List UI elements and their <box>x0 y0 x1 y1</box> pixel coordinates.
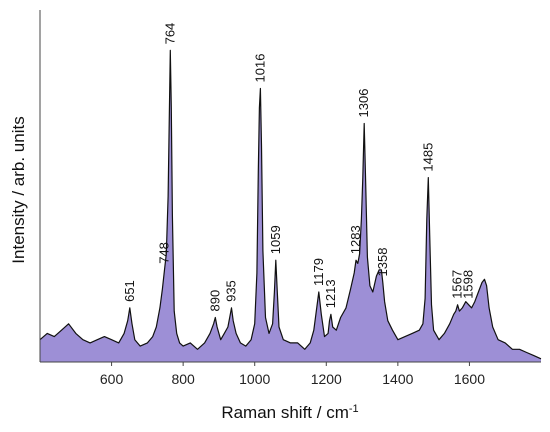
peak-label: 890 <box>207 290 222 312</box>
peak-label: 1016 <box>252 54 267 83</box>
x-tick-label: 1000 <box>239 371 270 387</box>
peak-label: 935 <box>224 280 239 302</box>
x-axis-title: Raman shift / cm-1 <box>221 403 358 422</box>
peak-label: 1567 <box>450 270 465 299</box>
peak-label: 1179 <box>311 258 326 286</box>
peak-label: 1485 <box>420 143 435 172</box>
x-tick-label: 600 <box>100 371 124 387</box>
x-tick-label: 1400 <box>382 371 413 387</box>
peak-label: 1283 <box>348 225 363 254</box>
spectrum-line <box>39 49 542 360</box>
spectrum-fill <box>40 50 541 363</box>
spectrum-area <box>39 49 542 363</box>
peak-label: 1358 <box>375 248 390 277</box>
peak-label: 764 <box>162 23 177 45</box>
peak-label: 1306 <box>356 89 371 118</box>
x-tick-label: 1200 <box>311 371 342 387</box>
peak-label: 651 <box>122 280 137 302</box>
peak-label: 1598 <box>461 270 476 299</box>
peak-label: 1213 <box>323 279 338 308</box>
x-ticks: 600 800 1000 1200 1400 1600 <box>100 362 485 387</box>
axes <box>39 10 541 363</box>
x-tick-label: 1600 <box>454 371 485 387</box>
x-tick-label: 800 <box>171 371 195 387</box>
y-axis-title: Intensity / arb. units <box>9 116 28 263</box>
peak-label: 1059 <box>268 225 283 254</box>
peak-label: 748 <box>157 242 172 264</box>
